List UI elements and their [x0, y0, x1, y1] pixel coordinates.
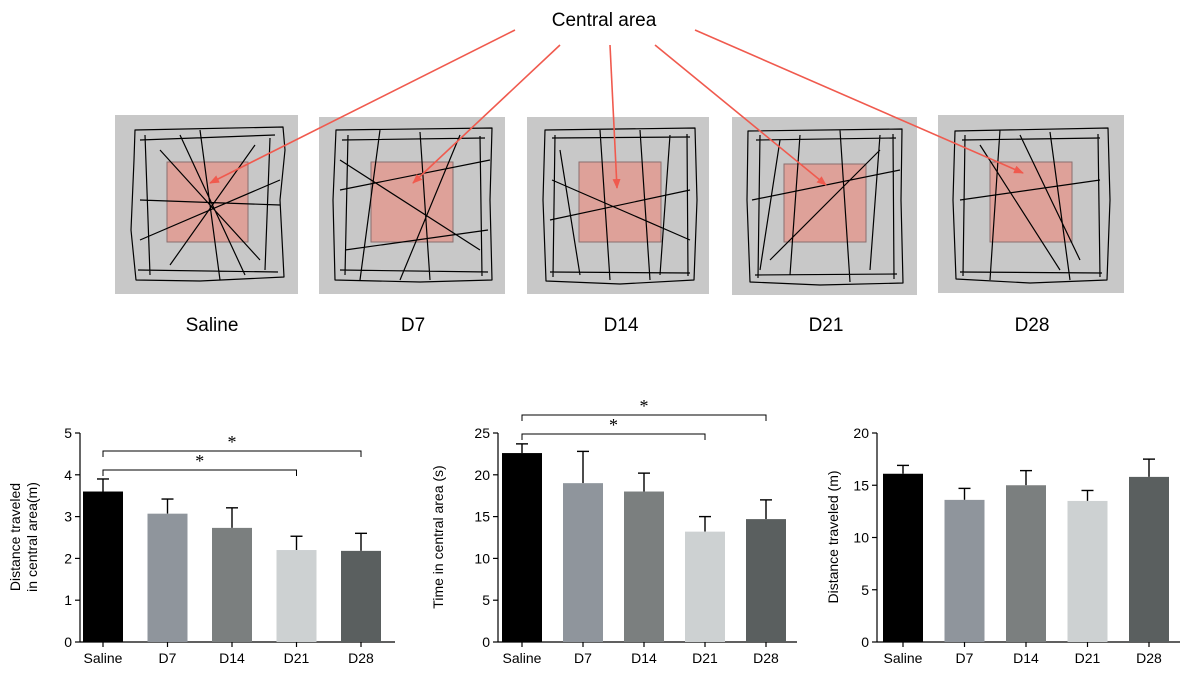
y-tick-label: 20 [853, 425, 869, 441]
y-tick-label: 15 [474, 509, 490, 525]
x-tick-label: D7 [574, 650, 592, 666]
central-area-label: Central area [552, 10, 657, 31]
x-tick-label: Saline [503, 650, 542, 666]
bar-saline [83, 492, 123, 642]
y-tick-label: 10 [474, 550, 490, 566]
x-tick-label: D21 [284, 650, 310, 666]
panel-label-d14: D14 [604, 315, 639, 336]
y-tick-label: 5 [64, 425, 72, 441]
arena-panel-d14 [527, 117, 709, 294]
y-tick-label: 25 [474, 425, 490, 441]
x-tick-label: D28 [753, 650, 779, 666]
bar-d21 [685, 532, 725, 642]
arena-panel-d7 [319, 117, 505, 294]
x-tick-label: D28 [348, 650, 374, 666]
x-tick-label: Saline [884, 650, 923, 666]
bar-d28 [1129, 477, 1169, 642]
x-tick-label: D14 [1013, 650, 1039, 666]
bar-d14 [1006, 485, 1046, 642]
arena-panel-d21 [732, 117, 917, 295]
significance-star: * [640, 396, 649, 416]
x-tick-label: D21 [692, 650, 718, 666]
y-axis-label: Distance traveledin central area(m) [7, 482, 40, 592]
y-tick-label: 20 [474, 467, 490, 483]
bar-d7 [945, 500, 985, 642]
bar-d14 [212, 528, 252, 642]
y-tick-label: 4 [64, 467, 72, 483]
bar-d21 [1068, 501, 1108, 642]
bar-saline [502, 453, 542, 642]
x-tick-label: D21 [1075, 650, 1101, 666]
y-axis-label: Distance traveled (m) [825, 470, 841, 603]
y-axis-label: Time in central area (s) [430, 465, 446, 608]
bar-d28 [746, 519, 786, 642]
y-axis-label-line: Distance traveled [7, 483, 23, 591]
panel-label-saline: Saline [186, 315, 239, 336]
panel-label-d21: D21 [809, 315, 844, 336]
arena-panel-saline [115, 115, 298, 294]
bar-saline [883, 474, 923, 642]
bar-d21 [277, 550, 317, 642]
x-tick-label: D14 [631, 650, 657, 666]
panel-label-d7: D7 [401, 315, 425, 336]
significance-star: * [195, 451, 204, 471]
significance-star: * [228, 432, 237, 452]
y-tick-label: 5 [861, 582, 869, 598]
x-tick-label: D7 [159, 650, 177, 666]
y-tick-label: 3 [64, 509, 72, 525]
x-tick-label: D28 [1136, 650, 1162, 666]
panel-label-d28: D28 [1015, 315, 1050, 336]
bar-d28 [341, 551, 381, 642]
arena-panel-d28 [938, 115, 1124, 293]
bar-d7 [148, 514, 188, 642]
y-axis-label-line: in central area(m) [24, 482, 40, 592]
y-tick-label: 0 [482, 634, 490, 650]
y-tick-label: 10 [853, 530, 869, 546]
y-tick-label: 0 [861, 634, 869, 650]
significance-star: * [609, 415, 618, 435]
x-tick-label: D7 [956, 650, 974, 666]
x-tick-label: D14 [219, 650, 245, 666]
y-tick-label: 15 [853, 477, 869, 493]
chart-distance-total: 0 5 10 15 20 Saline D7 D14 D21 D28 Distance travel… [825, 425, 1180, 666]
bar-d7 [563, 483, 603, 642]
y-tick-label: 5 [482, 592, 490, 608]
x-tick-label: Saline [84, 650, 123, 666]
chart-distance-central: 0 1 2 3 4 5 Saline D7 D14 D21 D28 * * Distance travel… [7, 425, 395, 666]
y-tick-label: 1 [64, 592, 72, 608]
y-tick-label: 2 [64, 550, 72, 566]
chart-time-central: 0 5 10 15 20 25 Saline D7 D14 D21 D28 * * Time in cen… [430, 396, 797, 666]
y-tick-label: 0 [64, 634, 72, 650]
bar-d14 [624, 492, 664, 642]
